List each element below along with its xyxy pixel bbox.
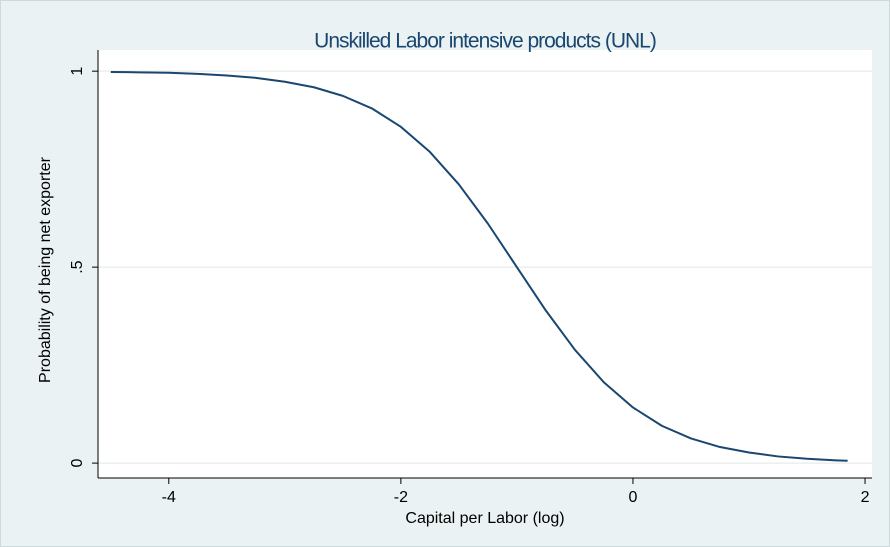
x-tick-label: 0 <box>629 489 638 506</box>
y-tick-label: 1 <box>69 67 86 76</box>
y-axis-label: Probability of being net exporter <box>37 156 54 383</box>
x-tick-label: 2 <box>861 489 870 506</box>
x-tick-label: -2 <box>394 489 408 506</box>
x-tick-label: -4 <box>162 489 176 506</box>
plot-area <box>98 50 872 478</box>
line-series <box>110 70 848 462</box>
x-axis-label: Capital per Labor (log) <box>405 510 564 527</box>
y-tick-label: .5 <box>69 260 86 273</box>
y-tick-label: 0 <box>69 459 86 468</box>
chart-title: Unskilled Labor intensive products (UNL) <box>314 30 656 53</box>
